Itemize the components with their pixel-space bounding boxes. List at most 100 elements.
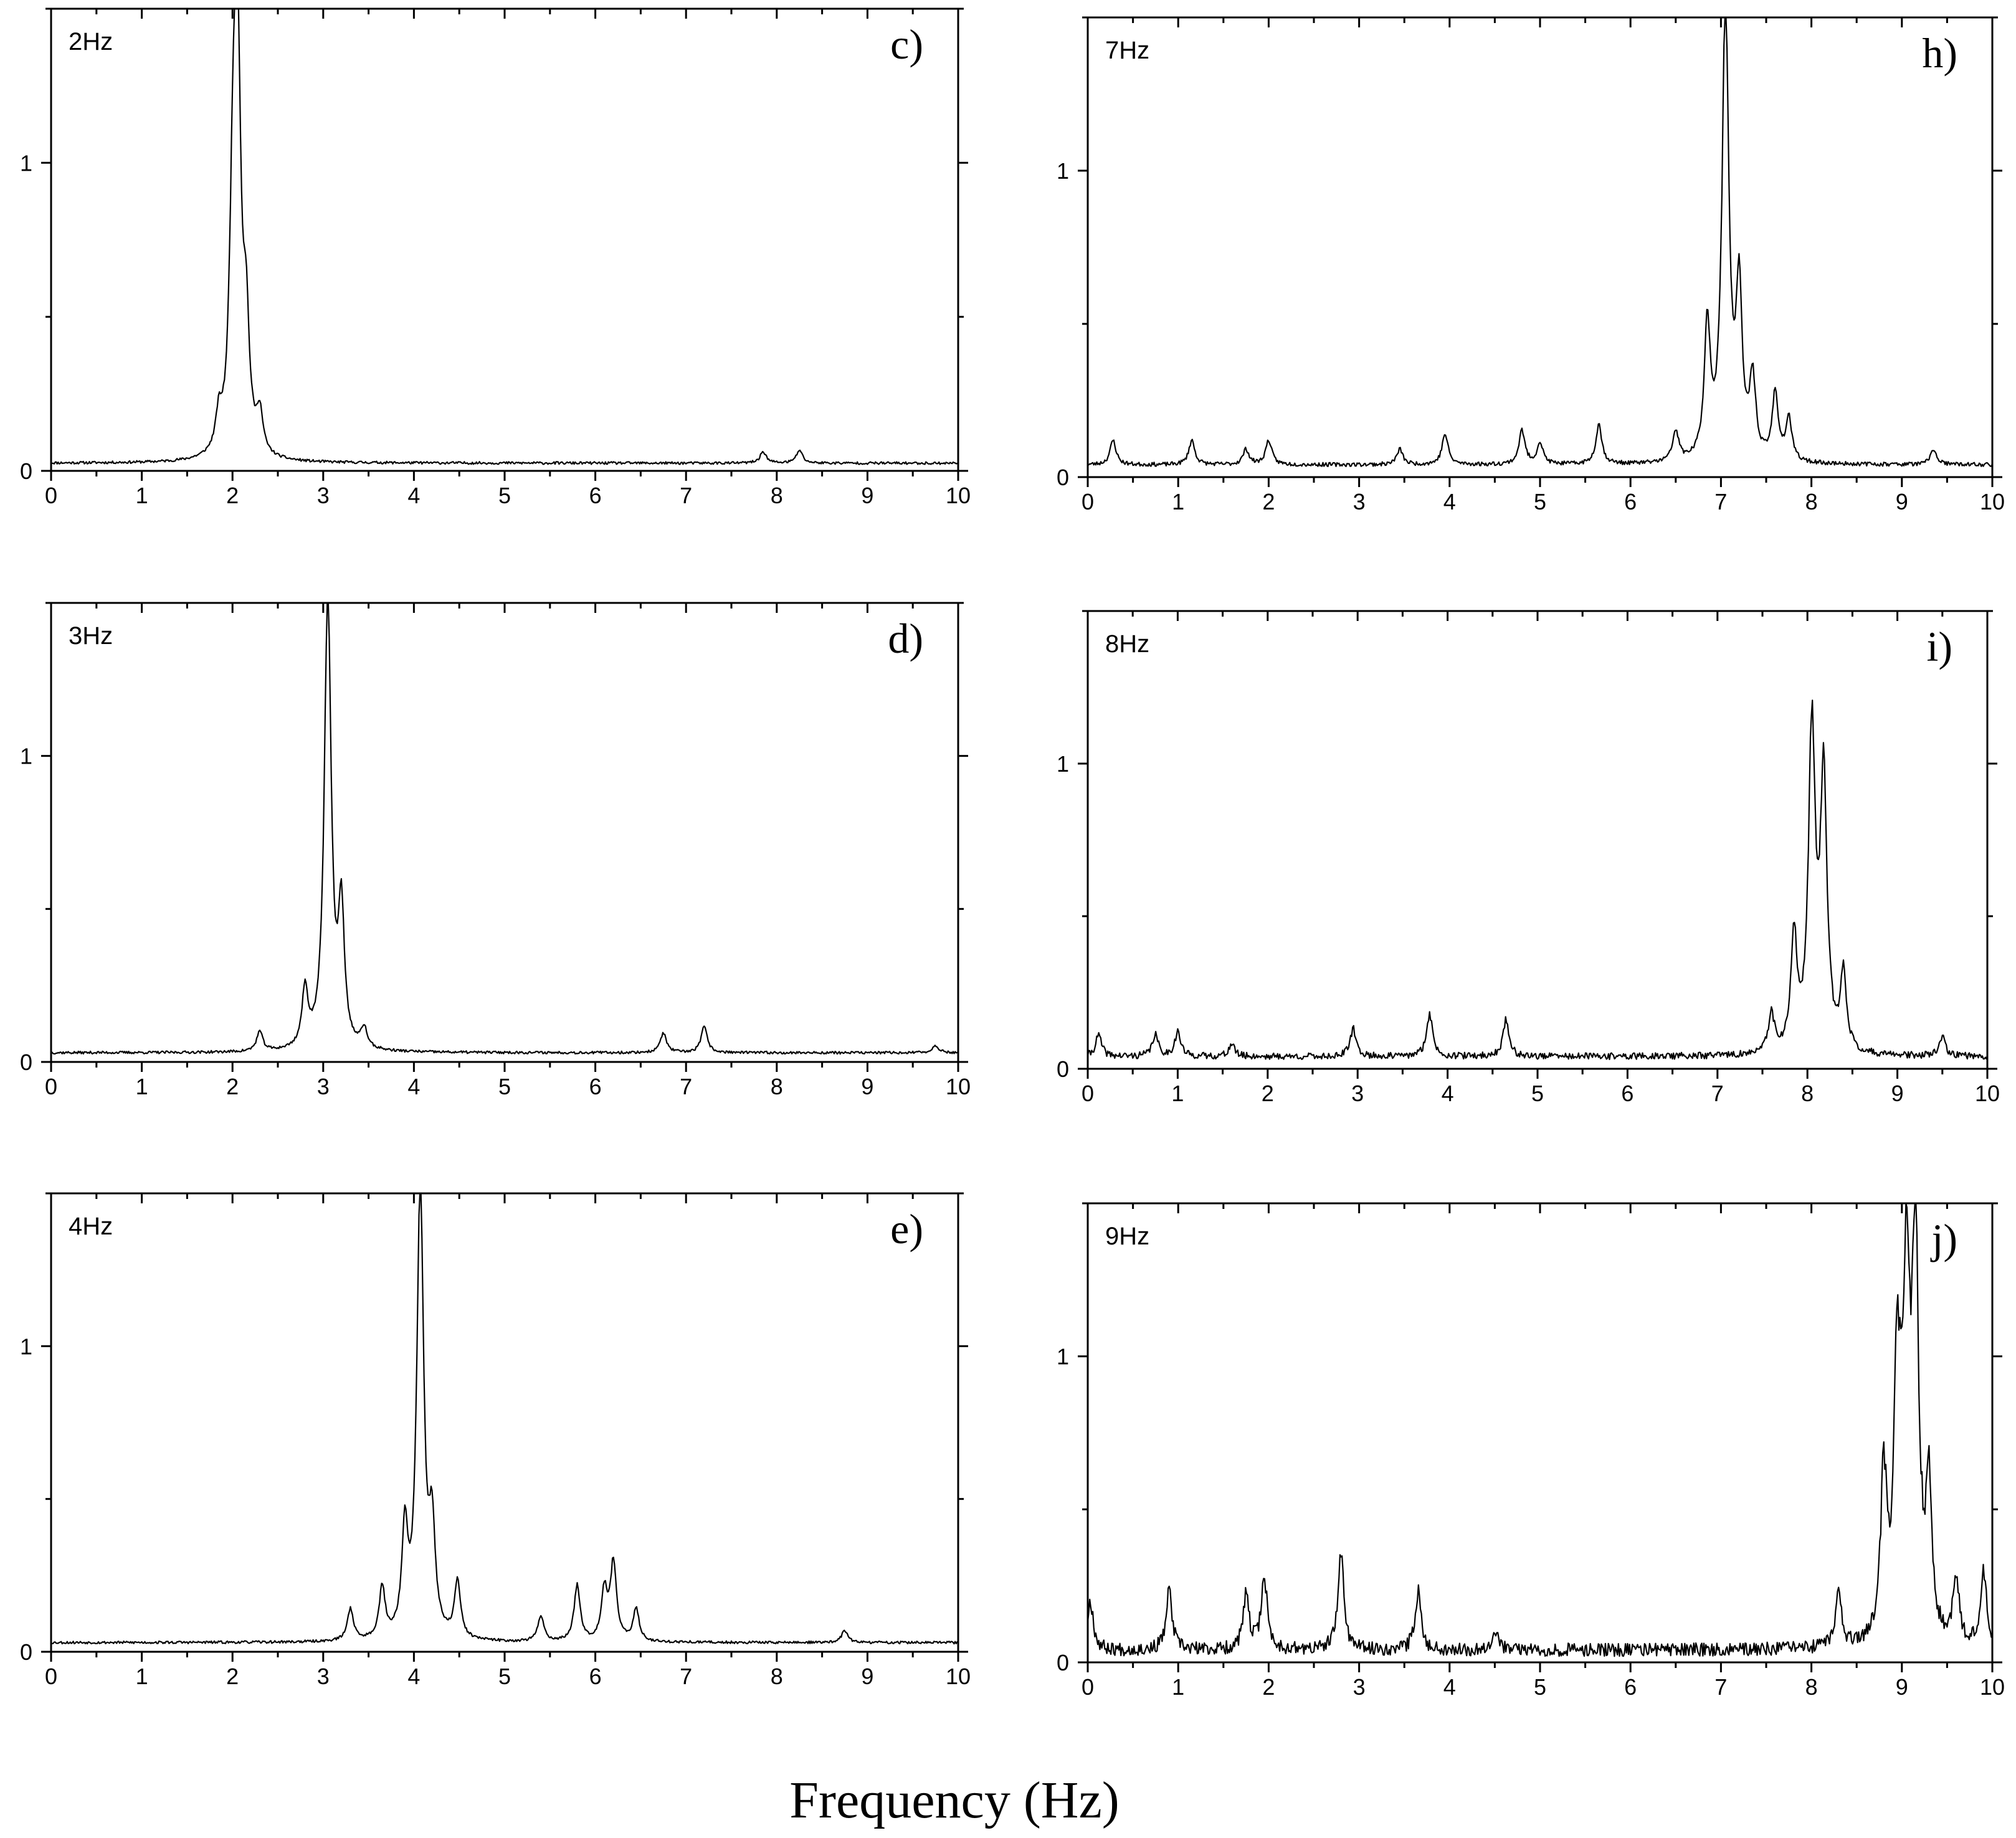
x-tick-label: 9 bbox=[1896, 489, 1908, 514]
x-tick-label: 5 bbox=[498, 1074, 511, 1099]
x-tick-label: 2 bbox=[226, 1664, 239, 1689]
chart-panel: 0 1 2 3 4 5 6 7 8 9 10 0 1 7Hz h) bbox=[1057, 16, 2005, 514]
x-tick-label: 1 bbox=[1171, 1081, 1184, 1106]
y-tick-label: 0 bbox=[1057, 465, 1069, 490]
panel-letter: d) bbox=[888, 615, 923, 662]
x-tick-label: 10 bbox=[946, 483, 971, 508]
x-tick-label: 10 bbox=[1980, 489, 2005, 514]
x-tick-label: 6 bbox=[1624, 1674, 1637, 1700]
x-tick-label: 2 bbox=[226, 1074, 239, 1099]
x-tick-label: 1 bbox=[136, 1074, 148, 1099]
spectrum-line bbox=[50, 1192, 959, 1645]
x-tick-label: 7 bbox=[680, 483, 692, 508]
x-tick-label: 7 bbox=[680, 1074, 692, 1099]
x-tick-label: 8 bbox=[1801, 1081, 1814, 1106]
x-tick-label: 10 bbox=[946, 1074, 971, 1099]
y-tick-label: 1 bbox=[1057, 751, 1069, 777]
x-tick-label: 5 bbox=[498, 483, 511, 508]
x-tick-label: 6 bbox=[589, 1074, 602, 1099]
panel-letter: e) bbox=[890, 1205, 923, 1253]
x-tick-label: 4 bbox=[1443, 1674, 1456, 1700]
x-tick-label: 4 bbox=[407, 1664, 420, 1689]
frequency-label: 4Hz bbox=[69, 1213, 113, 1240]
chart-panel: 0 1 2 3 4 5 6 7 8 9 10 0 1 4Hz e) bbox=[20, 1192, 971, 1689]
x-tick-label: 2 bbox=[1262, 1674, 1275, 1700]
x-tick-label: 7 bbox=[1714, 1674, 1727, 1700]
plot-frame bbox=[50, 7, 959, 472]
y-tick-label: 0 bbox=[1057, 1056, 1069, 1082]
y-tick-label: 0 bbox=[20, 1639, 32, 1665]
x-tick-label: 3 bbox=[1351, 1081, 1364, 1106]
chart-panel: 0 1 2 3 4 5 6 7 8 9 10 0 1 3Hz d) bbox=[20, 602, 971, 1099]
x-tick-label: 0 bbox=[1082, 1674, 1094, 1700]
y-tick-label: 0 bbox=[20, 1049, 32, 1075]
x-tick-label: 6 bbox=[1624, 489, 1637, 514]
chart-panel: 0 1 2 3 4 5 6 7 8 9 10 0 1 9Hz j) bbox=[1057, 1202, 2005, 1700]
x-tick-label: 4 bbox=[407, 1074, 420, 1099]
x-tick-label: 4 bbox=[407, 483, 420, 508]
panel-letter: c) bbox=[890, 21, 923, 68]
x-tick-label: 9 bbox=[861, 483, 873, 508]
x-tick-label: 2 bbox=[226, 483, 239, 508]
y-tick-label: 0 bbox=[1057, 1650, 1069, 1675]
plot-frame bbox=[50, 1192, 959, 1653]
x-tick-label: 4 bbox=[1443, 489, 1456, 514]
x-tick-label: 5 bbox=[1534, 489, 1546, 514]
x-tick-label: 0 bbox=[45, 1664, 57, 1689]
y-tick-label: 1 bbox=[20, 1333, 32, 1359]
x-tick-label: 2 bbox=[1262, 1081, 1274, 1106]
x-tick-label: 6 bbox=[589, 483, 602, 508]
x-tick-label: 0 bbox=[45, 483, 57, 508]
spectrum-line bbox=[1086, 1202, 1994, 1657]
x-axis-label: Frequency (Hz) bbox=[789, 1771, 1119, 1829]
x-tick-label: 8 bbox=[771, 483, 783, 508]
x-tick-label: 10 bbox=[1980, 1674, 2005, 1700]
x-tick-label: 9 bbox=[861, 1664, 873, 1689]
x-tick-label: 8 bbox=[1805, 489, 1818, 514]
chart-panel: 0 1 2 3 4 5 6 7 8 9 10 0 1 8Hz i) bbox=[1057, 610, 2000, 1106]
x-tick-label: 8 bbox=[771, 1074, 783, 1099]
y-tick-label: 1 bbox=[1057, 158, 1069, 184]
y-tick-label: 1 bbox=[20, 150, 32, 176]
x-tick-label: 4 bbox=[1442, 1081, 1454, 1106]
x-tick-label: 8 bbox=[771, 1664, 783, 1689]
y-tick-label: 0 bbox=[20, 458, 32, 484]
chart-panel: 0 1 2 3 4 5 6 7 8 9 10 0 1 2Hz c) bbox=[20, 7, 971, 508]
x-tick-label: 8 bbox=[1805, 1674, 1818, 1700]
y-tick-label: 1 bbox=[20, 744, 32, 769]
panel-letter: h) bbox=[1922, 29, 1957, 77]
frequency-label: 3Hz bbox=[69, 622, 113, 650]
x-tick-label: 1 bbox=[136, 483, 148, 508]
spectrum-line bbox=[1087, 16, 1994, 467]
spectrum-line bbox=[50, 7, 959, 465]
x-tick-label: 10 bbox=[1975, 1081, 2000, 1106]
y-tick-label: 1 bbox=[1057, 1344, 1069, 1370]
x-tick-label: 3 bbox=[1353, 1674, 1366, 1700]
plot-frame bbox=[50, 602, 959, 1063]
x-tick-label: 7 bbox=[680, 1664, 692, 1689]
x-tick-label: 3 bbox=[317, 483, 330, 508]
frequency-label: 2Hz bbox=[69, 28, 113, 55]
x-tick-label: 7 bbox=[1714, 489, 1727, 514]
frequency-label: 8Hz bbox=[1105, 630, 1149, 658]
x-tick-label: 9 bbox=[861, 1074, 873, 1099]
x-tick-label: 5 bbox=[1534, 1674, 1546, 1700]
x-tick-label: 5 bbox=[498, 1664, 511, 1689]
x-tick-label: 9 bbox=[1891, 1081, 1904, 1106]
x-tick-label: 3 bbox=[1353, 489, 1366, 514]
x-tick-label: 0 bbox=[1082, 489, 1094, 514]
x-tick-label: 5 bbox=[1531, 1081, 1544, 1106]
x-tick-label: 10 bbox=[946, 1664, 971, 1689]
x-tick-label: 7 bbox=[1711, 1081, 1724, 1106]
x-tick-label: 2 bbox=[1262, 489, 1275, 514]
frequency-label: 7Hz bbox=[1105, 37, 1149, 64]
x-tick-label: 1 bbox=[1172, 1674, 1184, 1700]
panel-letter: j) bbox=[1930, 1215, 1957, 1262]
x-tick-label: 0 bbox=[45, 1074, 57, 1099]
frequency-label: 9Hz bbox=[1105, 1223, 1149, 1250]
plot-frame bbox=[1086, 16, 1994, 478]
x-tick-label: 1 bbox=[1172, 489, 1184, 514]
x-tick-label: 6 bbox=[1621, 1081, 1633, 1106]
x-tick-label: 3 bbox=[317, 1074, 330, 1099]
